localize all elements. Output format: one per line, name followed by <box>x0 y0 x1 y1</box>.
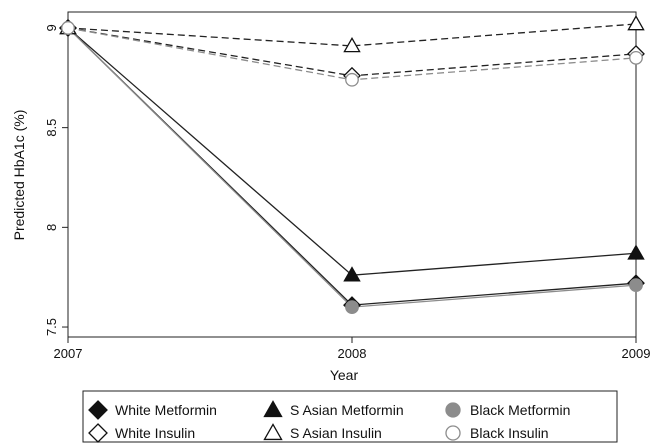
data-point <box>345 300 359 314</box>
legend-marker <box>88 423 108 443</box>
legend-marker <box>263 400 283 418</box>
legend-marker <box>445 402 461 418</box>
x-tick-label: 2007 <box>54 346 83 361</box>
legend-label: S Asian Metformin <box>290 402 404 418</box>
data-point <box>627 15 645 31</box>
y-tick-label: 8 <box>44 224 59 231</box>
series-line-5 <box>67 23 637 47</box>
x-tick-label: 2009 <box>622 346 651 361</box>
legend-marker <box>263 423 283 441</box>
data-point <box>343 266 361 282</box>
legend-label: Black Metformin <box>470 402 570 418</box>
data-point <box>629 50 643 65</box>
y-tick-label: 9 <box>44 24 59 31</box>
legend-box <box>82 390 618 443</box>
y-tick-label: 8.5 <box>44 119 59 137</box>
y-tick-label: 7.5 <box>44 318 59 336</box>
x-axis-title: Year <box>330 367 359 383</box>
x-tick-label: 2008 <box>338 346 367 361</box>
series-layer <box>59 15 645 315</box>
legend-marker <box>445 425 461 441</box>
y-axis: 7.5 8 8.5 9 <box>44 24 68 336</box>
legend-marker <box>88 400 108 420</box>
data-point <box>629 278 643 293</box>
data-point <box>345 72 359 87</box>
legend-label: White Metformin <box>115 402 217 418</box>
legend-label: Black Insulin <box>470 425 549 441</box>
legend-label: White Insulin <box>115 425 195 441</box>
data-point <box>343 36 361 53</box>
data-point <box>61 21 75 35</box>
data-point <box>627 244 645 260</box>
legend-label: S Asian Insulin <box>290 425 382 441</box>
x-axis: 2007 2008 2009 <box>54 337 651 361</box>
legend: White Metformin S Asian Metformin Black Me… <box>82 390 618 443</box>
y-axis-title: Predicted HbA1c (%) <box>11 110 27 241</box>
